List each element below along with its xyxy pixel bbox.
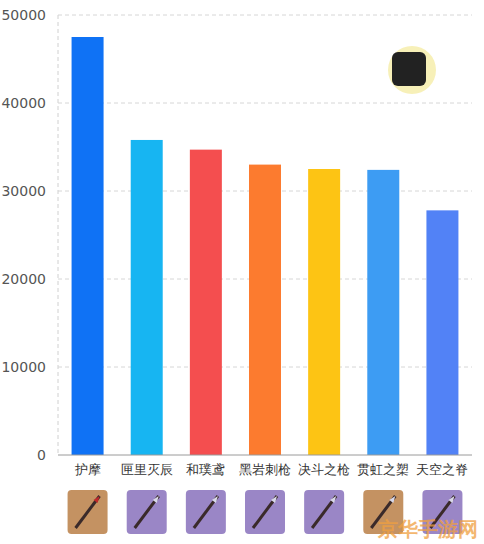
bar	[367, 170, 399, 455]
weapon-icon-tip	[212, 496, 218, 503]
weapon-icon-tip	[448, 496, 454, 503]
weapon-icon-tip	[271, 496, 277, 503]
x-tick-label: 护摩	[74, 462, 101, 477]
watermark: 京华手游网	[377, 517, 478, 541]
bar	[308, 169, 340, 455]
y-axis-line	[58, 15, 59, 455]
weapon-icon-tip	[389, 496, 395, 503]
weapon-icon-spear	[135, 496, 159, 528]
grid-line	[58, 103, 472, 104]
x-tick-label: 天空之脊	[416, 462, 468, 477]
bar	[72, 37, 104, 455]
weapon-icon-spear	[253, 496, 277, 528]
x-tick-label: 贯虹之槊	[357, 462, 409, 477]
bar	[249, 165, 281, 455]
weapon-icon-spear	[194, 496, 218, 528]
chart-container: 0 10000 20000 30000 40000 50000 护摩 匣里灭辰和璞鸢黑岩刺枪决…	[0, 0, 484, 544]
x-tick-label: 匣里灭辰	[121, 462, 173, 477]
weapon-icon-tip	[153, 496, 159, 503]
weapon-icon-tip	[330, 496, 336, 503]
weapon-icon-spear	[312, 496, 336, 528]
weapon-icon-spear	[76, 496, 100, 528]
bar	[190, 150, 222, 455]
y-tick-label: 40000	[1, 95, 46, 111]
x-tick-label: 决斗之枪	[298, 462, 350, 477]
y-tick-label: 20000	[1, 271, 46, 287]
logo-bg	[388, 46, 436, 94]
x-tick-label: 黑岩刺枪	[239, 462, 291, 477]
y-tick-label: 30000	[1, 183, 46, 199]
y-tick-label: 0	[37, 447, 46, 463]
x-axis-line	[58, 455, 472, 456]
y-tick-label: 50000	[1, 7, 46, 23]
weapon-icon	[245, 490, 285, 534]
x-tick-label: 和璞鸢	[186, 462, 225, 477]
weapon-icon	[304, 490, 344, 534]
bar	[131, 140, 163, 455]
weapon-icon	[186, 490, 226, 534]
weapon-icon	[127, 490, 167, 534]
weapon-icon	[68, 490, 108, 534]
y-tick-label: 10000	[1, 359, 46, 375]
weapon-icon-tip	[94, 496, 100, 503]
bar	[426, 210, 458, 455]
grid-line	[58, 15, 472, 16]
logo	[392, 52, 426, 86]
bars	[72, 37, 459, 455]
chart-svg: 0 10000 20000 30000 40000 50000 护摩 匣里灭辰和璞鸢黑岩刺枪决…	[0, 0, 484, 544]
